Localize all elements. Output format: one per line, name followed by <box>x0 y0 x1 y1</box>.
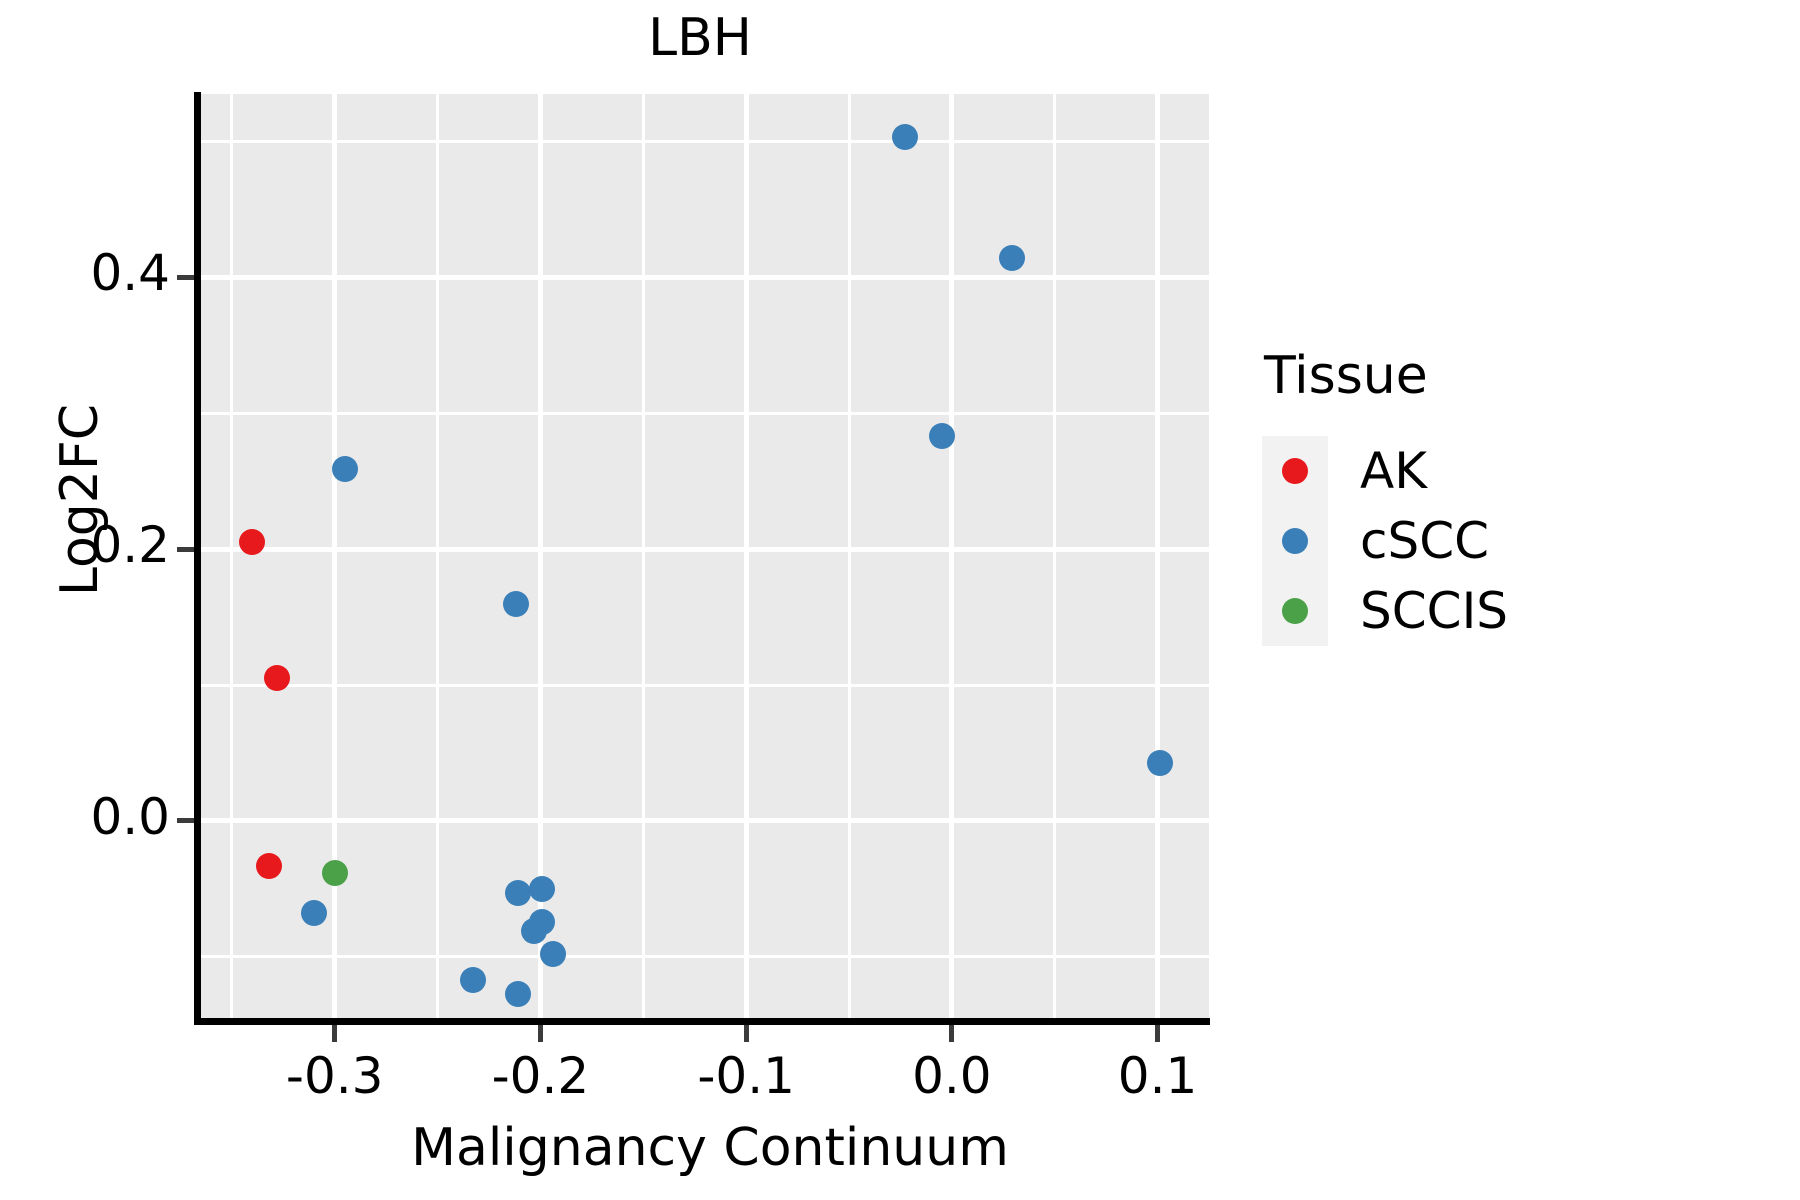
x-axis-tick <box>1155 1025 1161 1042</box>
grid-line-vertical-major <box>1155 94 1161 1018</box>
y-axis-tick-label: 0.2 <box>90 516 170 575</box>
page-title: LBH <box>648 8 752 68</box>
grid-line-horizontal-minor <box>201 140 1209 144</box>
legend-dot-icon <box>1282 598 1308 624</box>
legend-item-sccis[interactable]: SCCIS <box>1262 576 1682 646</box>
x-axis-tick-label: -0.1 <box>697 1047 795 1105</box>
legend-title: Tissue <box>1264 346 1428 406</box>
data-point <box>539 941 566 968</box>
legend: Tissue AK cSCC SCCIS <box>1262 350 1682 646</box>
x-axis-tick-label: -0.3 <box>285 1047 384 1105</box>
x-axis-tick-label: -0.2 <box>491 1047 590 1105</box>
data-point <box>1146 749 1173 776</box>
y-axis-tick-label: 0.0 <box>90 787 170 846</box>
legend-item-label: SCCIS <box>1360 582 1509 640</box>
grid-line-horizontal-major <box>201 546 1209 552</box>
data-point <box>459 966 486 993</box>
legend-item-label: AK <box>1360 442 1427 500</box>
legend-item-cscc[interactable]: cSCC <box>1262 506 1682 576</box>
data-point <box>521 918 548 945</box>
grid-line-horizontal-major <box>201 274 1209 280</box>
x-axis-tick-label: 0.0 <box>912 1047 992 1105</box>
grid-line-vertical-major <box>743 94 749 1018</box>
data-point <box>504 879 531 906</box>
x-axis-tick <box>537 1025 543 1042</box>
x-axis-tick-label: 0.1 <box>1117 1047 1198 1105</box>
plot-panel <box>201 94 1209 1018</box>
legend-dot-icon <box>1282 458 1308 484</box>
data-point <box>502 590 529 617</box>
grid-line-horizontal-minor <box>201 683 1209 687</box>
y-axis-tick <box>177 818 194 824</box>
legend-key-swatch <box>1262 436 1328 506</box>
data-point <box>239 529 266 556</box>
data-point <box>891 124 918 151</box>
data-point <box>321 859 348 886</box>
legend-item-label: cSCC <box>1360 512 1490 570</box>
x-axis-line <box>194 1018 1210 1025</box>
y-axis-line <box>194 92 201 1020</box>
data-point <box>529 875 556 902</box>
y-axis-tick <box>177 274 194 280</box>
x-axis-tick <box>743 1025 749 1042</box>
legend-key-swatch <box>1262 506 1328 576</box>
grid-line-vertical-minor <box>847 94 851 1018</box>
legend-item-ak[interactable]: AK <box>1262 436 1682 506</box>
y-axis-title: Log2FC <box>50 403 110 597</box>
grid-line-vertical-major <box>537 94 543 1018</box>
data-point <box>928 423 955 450</box>
grid-line-vertical-minor <box>436 94 440 1018</box>
grid-line-vertical-minor <box>641 94 645 1018</box>
grid-line-horizontal-minor <box>201 411 1209 415</box>
grid-line-vertical-major <box>949 94 955 1018</box>
data-point <box>998 245 1025 272</box>
data-point <box>332 456 358 483</box>
grid-line-vertical-major <box>332 94 338 1018</box>
legend-items: AK cSCC SCCIS <box>1262 436 1682 646</box>
grid-line-vertical-minor <box>1053 94 1057 1018</box>
y-axis-tick <box>177 546 194 552</box>
y-axis-tick-label: 0.4 <box>90 244 170 303</box>
grid-line-horizontal-major <box>201 818 1209 824</box>
grid-line-horizontal-minor <box>201 955 1209 959</box>
x-axis-title: Malignancy Continuum <box>411 1118 1009 1178</box>
data-point <box>255 852 282 879</box>
data-point <box>504 980 531 1007</box>
legend-key-swatch <box>1262 576 1328 646</box>
grid-line-vertical-minor <box>230 94 234 1018</box>
data-point <box>301 900 328 927</box>
x-axis-tick <box>949 1025 955 1042</box>
legend-dot-icon <box>1282 528 1308 554</box>
x-axis-tick <box>332 1025 338 1042</box>
data-point <box>264 665 291 692</box>
